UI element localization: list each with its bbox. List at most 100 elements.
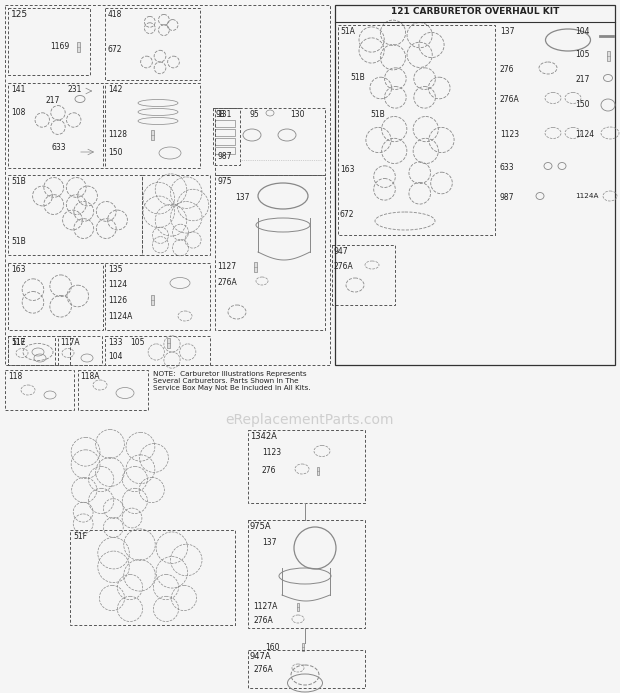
- Text: 276A: 276A: [217, 278, 237, 287]
- Text: 1124: 1124: [575, 130, 594, 139]
- Text: 987: 987: [500, 193, 515, 202]
- Text: 1124A: 1124A: [108, 312, 133, 321]
- Bar: [335, 5, 615, 365]
- Text: 633: 633: [500, 163, 515, 172]
- Text: 98: 98: [215, 110, 224, 119]
- Bar: [215, 138, 235, 145]
- Text: 95: 95: [250, 110, 260, 119]
- Bar: [8, 336, 70, 365]
- Text: 975: 975: [217, 177, 232, 186]
- Bar: [215, 108, 325, 175]
- Bar: [105, 336, 210, 365]
- Text: 276A: 276A: [500, 95, 520, 104]
- Bar: [142, 175, 210, 255]
- Bar: [248, 520, 365, 628]
- Text: 51B: 51B: [370, 110, 385, 119]
- Text: 1126: 1126: [108, 296, 127, 305]
- Bar: [254, 262, 257, 272]
- Text: 104: 104: [108, 352, 123, 361]
- Bar: [151, 130, 154, 140]
- Text: 135: 135: [108, 265, 123, 274]
- Text: 141: 141: [11, 85, 25, 94]
- Text: 150: 150: [575, 100, 590, 109]
- Text: 276: 276: [262, 466, 277, 475]
- Bar: [151, 295, 154, 305]
- Text: 1169: 1169: [50, 42, 69, 51]
- Text: 117: 117: [11, 338, 25, 347]
- Text: 163: 163: [11, 265, 25, 274]
- Bar: [213, 108, 240, 165]
- Bar: [338, 25, 495, 235]
- Text: 1127A: 1127A: [253, 602, 277, 611]
- Text: 118: 118: [8, 372, 22, 381]
- Text: 137: 137: [262, 538, 277, 547]
- Text: 163: 163: [340, 165, 355, 174]
- Text: 1127: 1127: [217, 262, 236, 271]
- Text: 947A: 947A: [250, 652, 272, 661]
- Bar: [105, 83, 200, 168]
- Text: eReplacementParts.com: eReplacementParts.com: [226, 413, 394, 427]
- Bar: [105, 263, 210, 330]
- Bar: [302, 643, 304, 651]
- Text: 51E: 51E: [11, 338, 25, 347]
- Bar: [332, 245, 395, 305]
- Bar: [78, 370, 148, 410]
- Text: 1123: 1123: [500, 130, 519, 139]
- Text: 231: 231: [68, 85, 82, 94]
- Text: 633: 633: [52, 143, 66, 152]
- Text: 672: 672: [108, 45, 123, 54]
- Text: 1124: 1124: [108, 280, 127, 289]
- Text: 51F: 51F: [73, 532, 87, 541]
- Text: 131: 131: [217, 110, 231, 119]
- Text: 217: 217: [575, 75, 590, 84]
- Text: 51A: 51A: [340, 27, 355, 36]
- Bar: [215, 120, 235, 127]
- Text: 276A: 276A: [334, 262, 354, 271]
- Bar: [215, 129, 235, 136]
- Text: 418: 418: [108, 10, 122, 19]
- Text: 160: 160: [265, 643, 280, 652]
- Text: 1124A: 1124A: [575, 193, 598, 199]
- Text: 108: 108: [11, 108, 25, 117]
- Text: 672: 672: [340, 210, 355, 219]
- Bar: [8, 83, 103, 168]
- Text: 104: 104: [575, 27, 590, 36]
- Text: 1128: 1128: [108, 130, 127, 139]
- Text: 150: 150: [108, 148, 123, 157]
- Text: 1342A: 1342A: [250, 432, 277, 441]
- Text: 987: 987: [217, 152, 231, 161]
- Bar: [167, 338, 169, 348]
- Bar: [5, 370, 74, 410]
- Text: 217: 217: [45, 96, 60, 105]
- Bar: [297, 603, 299, 611]
- Text: NOTE:  Carburetor Illustrations Represents
Several Carburetors. Parts Shown In T: NOTE: Carburetor Illustrations Represent…: [153, 371, 311, 391]
- Text: 137: 137: [500, 27, 515, 36]
- Text: 118A: 118A: [80, 372, 99, 381]
- Bar: [70, 530, 235, 625]
- Bar: [105, 8, 200, 80]
- Text: 947: 947: [334, 247, 348, 256]
- Bar: [5, 5, 330, 365]
- Text: 51B: 51B: [350, 73, 365, 82]
- Text: 105: 105: [575, 50, 590, 59]
- Text: 117A: 117A: [60, 338, 79, 347]
- Bar: [8, 336, 55, 365]
- Bar: [76, 42, 79, 52]
- Text: 51B: 51B: [11, 177, 26, 186]
- Text: 276: 276: [500, 65, 515, 74]
- Bar: [8, 175, 142, 255]
- Text: 130: 130: [290, 110, 304, 119]
- Bar: [8, 8, 90, 75]
- Text: 276A: 276A: [253, 665, 273, 674]
- Bar: [58, 336, 102, 365]
- Text: 137: 137: [235, 193, 249, 202]
- Bar: [248, 650, 365, 688]
- Text: 1123: 1123: [262, 448, 281, 457]
- Bar: [8, 263, 103, 330]
- Text: 142: 142: [108, 85, 122, 94]
- Text: 121 CARBURETOR OVERHAUL KIT: 121 CARBURETOR OVERHAUL KIT: [391, 7, 559, 16]
- Text: 105: 105: [130, 338, 144, 347]
- Text: 125: 125: [11, 10, 28, 19]
- Text: 51B: 51B: [11, 237, 26, 246]
- Bar: [606, 51, 609, 61]
